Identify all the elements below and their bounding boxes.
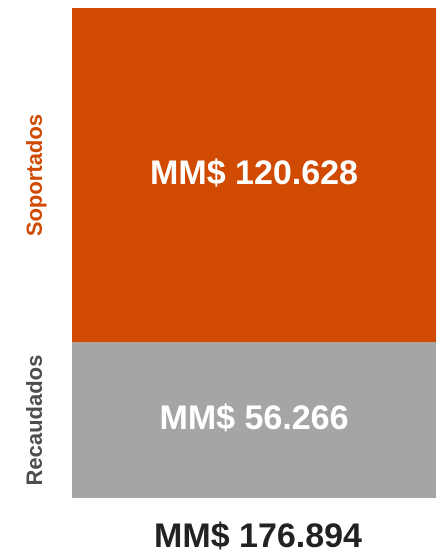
bar-segment xyxy=(72,8,436,343)
bar-segment xyxy=(72,342,436,498)
category-label: Recaudados xyxy=(22,355,47,486)
value-label: MM$ 56.266 xyxy=(160,399,349,437)
value-label: MM$ 120.628 xyxy=(150,154,358,192)
category-label: Soportados xyxy=(22,114,47,236)
total-label: MM$ 176.894 xyxy=(154,517,362,555)
